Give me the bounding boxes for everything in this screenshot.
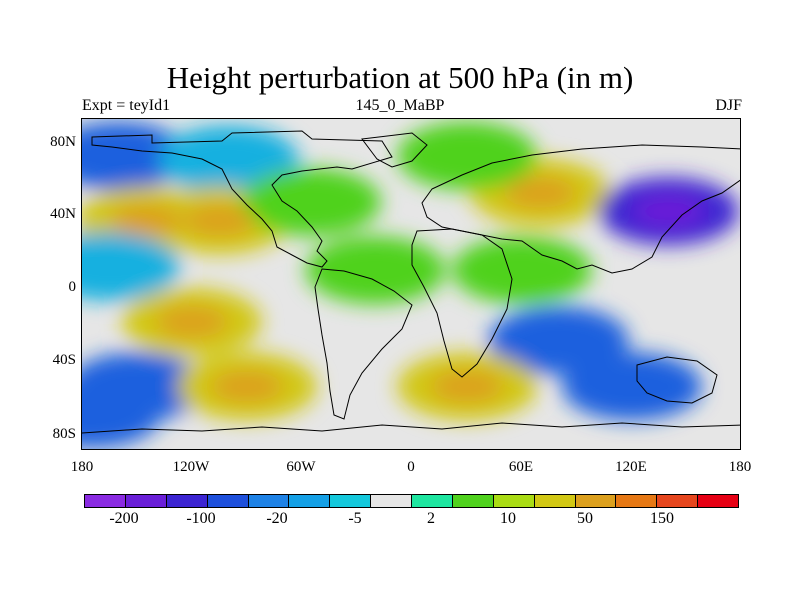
contour-region-4 xyxy=(241,168,382,236)
colorbar-box-1 xyxy=(125,495,167,507)
colorbar-box-5 xyxy=(289,495,331,507)
colorbar-label: 10 xyxy=(500,510,516,527)
colorbar-label: 150 xyxy=(650,510,674,527)
contour-fields xyxy=(82,121,739,449)
map-plot-area xyxy=(81,118,741,450)
continent-outlines xyxy=(82,130,740,434)
colorbar-box-12 xyxy=(575,495,617,507)
contour-core-3 xyxy=(110,204,183,237)
contour-core-14 xyxy=(211,370,283,403)
contour-core-11 xyxy=(156,305,228,338)
colorbar-box-9 xyxy=(452,495,494,507)
australia-outline xyxy=(636,356,718,404)
lon-label-180w: 180 xyxy=(70,459,94,475)
experiment-label: Expt = teyId1 xyxy=(82,97,171,114)
lon-label-120w: 120W xyxy=(172,459,210,475)
colorbar-label: -20 xyxy=(266,510,288,527)
north-america-outline xyxy=(91,130,393,268)
figure-title: Height perturbation at 500 hPa (in m) xyxy=(166,60,634,95)
colorbar-label: -200 xyxy=(109,510,139,527)
colorbar xyxy=(84,494,739,508)
season-label: DJF xyxy=(715,97,742,114)
contour-map xyxy=(82,119,740,449)
period-label: 145_0_MaBP xyxy=(355,97,445,114)
contour-region-0 xyxy=(82,121,189,190)
colorbar-box-11 xyxy=(534,495,576,507)
lon-label-180e: 180 xyxy=(728,459,752,475)
lon-label-60w: 60W xyxy=(286,459,316,475)
colorbar-box-7 xyxy=(371,495,412,507)
greenland-outline xyxy=(361,132,428,168)
colorbar-label: 50 xyxy=(577,510,593,527)
lat-label-80n: 80N xyxy=(50,134,76,150)
contour-region-16 xyxy=(562,352,702,421)
lon-label-120e: 120E xyxy=(615,459,647,475)
contour-region-9 xyxy=(305,236,446,305)
south-america-outline xyxy=(314,268,413,420)
contour-core-6 xyxy=(632,195,705,228)
colorbar-label: -100 xyxy=(186,510,216,527)
antarctica-outline xyxy=(82,422,740,434)
colorbar-box-13 xyxy=(616,495,658,507)
colorbar-box-8 xyxy=(412,495,453,507)
contour-region-7 xyxy=(397,121,537,190)
colorbar-box-14 xyxy=(657,495,699,507)
colorbar-box-3 xyxy=(207,495,249,507)
lat-label-40n: 40N xyxy=(50,206,76,222)
colorbar-label: -5 xyxy=(348,510,362,527)
contour-region-17 xyxy=(82,380,162,449)
colorbar-box-15 xyxy=(698,495,738,507)
africa-outline xyxy=(411,228,513,378)
contour-core-15 xyxy=(431,370,503,403)
contour-core-5 xyxy=(504,176,577,209)
lat-label-40s: 40S xyxy=(52,352,76,368)
colorbar-box-10 xyxy=(493,495,535,507)
contour-region-12 xyxy=(488,306,629,375)
lon-label-0: 0 xyxy=(407,459,415,475)
lon-label-60e: 60E xyxy=(508,459,534,475)
lat-label-80s: 80S xyxy=(52,426,76,442)
colorbar-box-6 xyxy=(330,495,372,507)
lat-label-equator: 0 xyxy=(68,279,77,295)
contour-region-8 xyxy=(82,232,180,301)
contour-region-10 xyxy=(452,236,592,305)
colorbar-label: 2 xyxy=(427,510,435,527)
colorbar-box-4 xyxy=(248,495,290,507)
colorbar-box-0 xyxy=(85,495,126,507)
contour-region-1 xyxy=(158,125,299,194)
contour-core-2 xyxy=(183,204,256,237)
colorbar-box-2 xyxy=(166,495,208,507)
